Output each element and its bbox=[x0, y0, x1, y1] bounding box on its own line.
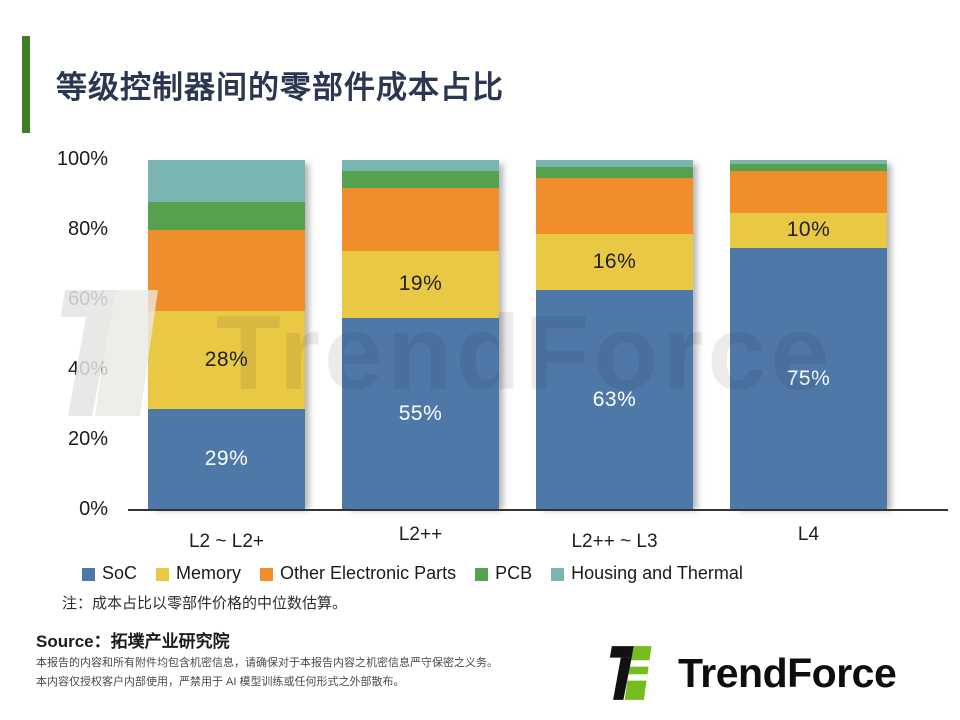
x-axis-category-label: L2++ bbox=[398, 524, 443, 545]
bar-segment bbox=[148, 230, 305, 311]
bar-segment-value-label: 63% bbox=[592, 387, 637, 411]
y-axis-tick-label: 20% bbox=[67, 428, 108, 450]
bar-segment bbox=[342, 160, 499, 171]
bar-segment bbox=[148, 160, 305, 202]
chart-note: 注：成本占比以零部件价格的中位数估算。 bbox=[62, 595, 348, 612]
legend-item-other-electronic-parts: Other Electronic Parts bbox=[260, 563, 456, 584]
legend-label: Memory bbox=[176, 563, 242, 583]
bar-segment: 19% bbox=[342, 251, 499, 318]
bar-3: 16% 63% bbox=[536, 160, 693, 510]
x-axis-category-label: L2++ ~ L3 bbox=[571, 531, 658, 552]
x-axis-line bbox=[128, 509, 948, 511]
bar-segment bbox=[536, 167, 693, 178]
legend-swatch-icon bbox=[551, 568, 565, 581]
bar-segment: 29% bbox=[148, 408, 305, 510]
bar-segment bbox=[342, 188, 499, 251]
bar-segment-value-label: 28% bbox=[204, 347, 249, 371]
logo-text: TrendForce bbox=[678, 649, 897, 696]
bar-segment bbox=[730, 160, 887, 164]
y-axis-tick-label: 100% bbox=[56, 148, 108, 170]
bar-segment bbox=[536, 177, 693, 234]
bar-segment bbox=[730, 163, 887, 171]
plot-area: 28% 29% 19% 55% 16% 63% 10% 75% bbox=[128, 160, 948, 510]
x-axis-category-label: L2 ~ L2+ bbox=[188, 531, 265, 552]
bar-segment bbox=[148, 202, 305, 230]
trendforce-mark-icon bbox=[609, 646, 652, 700]
bar-segment-value-label: 10% bbox=[786, 218, 831, 241]
legend-swatch-icon bbox=[82, 568, 95, 581]
page-title: 等级控制器间的零部件成本占比 bbox=[56, 70, 504, 105]
y-axis: 0% 20% 40% 60% 80% 100% bbox=[0, 148, 118, 520]
y-axis-tick-label: 40% bbox=[67, 358, 108, 380]
bar-segment: 55% bbox=[342, 317, 499, 510]
legend-label: Housing and Thermal bbox=[571, 563, 743, 583]
bar-2: 19% 55% bbox=[342, 160, 499, 510]
y-axis-tick-label: 0% bbox=[79, 498, 108, 520]
legend-item-pcb: PCB bbox=[475, 563, 532, 584]
bar-1: 28% 29% bbox=[148, 160, 305, 510]
disclaimer-line-2: 本内容仅授权客户内部使用，严禁用于 AI 模型训练或任何形式之外部散布。 bbox=[36, 675, 405, 688]
title-accent-bar bbox=[22, 36, 30, 133]
disclaimer-line-1: 本报告的内容和所有附件均包含机密信息，请确保对于本报告内容之机密信息严守保密之义… bbox=[36, 657, 498, 669]
legend-swatch-icon bbox=[260, 568, 274, 581]
legend-label: Other Electronic Parts bbox=[280, 563, 457, 583]
legend-item-soc: SoC bbox=[82, 563, 137, 584]
bar-segment bbox=[730, 170, 887, 213]
bar-segment: 28% bbox=[148, 310, 305, 409]
y-axis-tick-label: 60% bbox=[67, 288, 108, 310]
bar-segment: 63% bbox=[536, 289, 693, 510]
legend-label: PCB bbox=[495, 563, 533, 583]
disclaimer: 本报告的内容和所有附件均包含机密信息，请确保对于本报告内容之机密信息严守保密之义… bbox=[36, 654, 498, 691]
bar-segment: 75% bbox=[730, 247, 887, 510]
x-axis-category-label: L4 bbox=[797, 524, 820, 545]
bar-segment bbox=[342, 170, 499, 188]
legend-swatch-icon bbox=[475, 568, 489, 581]
y-axis-tick-label: 80% bbox=[67, 218, 108, 240]
bar-segment: 10% bbox=[730, 212, 887, 248]
bar-segment-value-label: 29% bbox=[204, 447, 249, 471]
bar-4: 10% 75% bbox=[730, 160, 887, 510]
bar-segment-value-label: 19% bbox=[398, 272, 443, 296]
source-line: Source：拓墣产业研究院 bbox=[36, 632, 230, 651]
legend-item-memory: Memory bbox=[156, 563, 241, 584]
bar-segment-value-label: 16% bbox=[592, 249, 637, 273]
chart-legend: SoC Memory Other Electronic Parts PCB Housin… bbox=[82, 563, 743, 584]
bar-segment-value-label: 55% bbox=[398, 401, 443, 425]
bar-segment bbox=[536, 160, 693, 167]
legend-label: SoC bbox=[102, 563, 138, 583]
trendforce-logo: TrendForce bbox=[608, 641, 897, 705]
bar-segment-value-label: 75% bbox=[786, 366, 831, 390]
legend-item-housing-and-thermal: Housing and Thermal bbox=[551, 563, 743, 584]
legend-swatch-icon bbox=[156, 568, 170, 581]
bar-segment: 16% bbox=[536, 233, 693, 290]
